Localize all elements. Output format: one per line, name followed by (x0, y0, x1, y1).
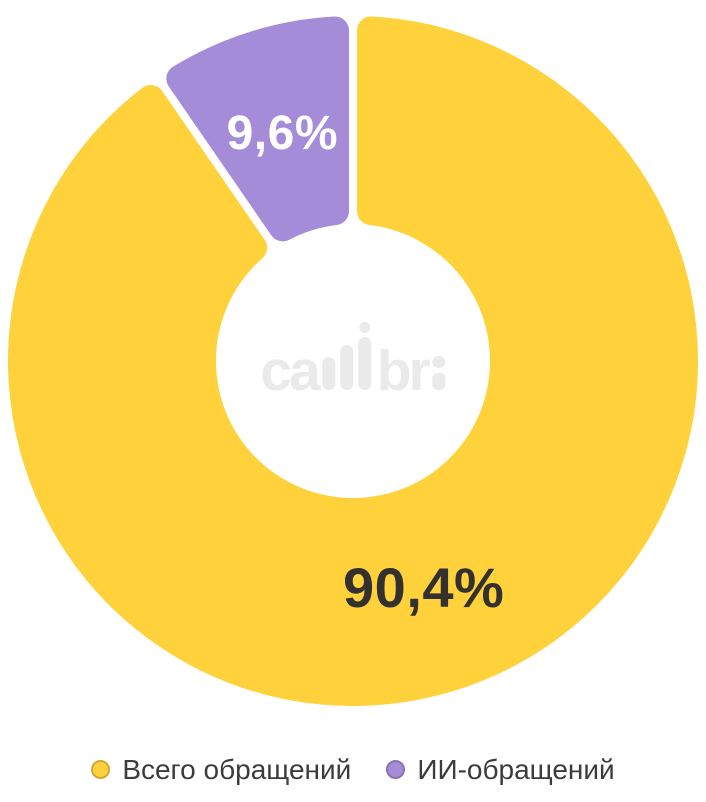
legend-label: ИИ-обращений (417, 754, 615, 785)
logo-colon-dot-icon (432, 356, 446, 368)
pie-slice[interactable] (166, 16, 349, 242)
logo-bar-i-icon (358, 322, 372, 390)
legend-item[interactable]: ИИ-обращений (386, 753, 615, 787)
logo-bar-medium-icon (340, 345, 354, 390)
logo-text-br: br (376, 339, 431, 403)
logo-text-ca: ca (260, 339, 320, 403)
pie-slice[interactable] (7, 16, 698, 706)
legend-item[interactable]: Всего обращений (91, 753, 351, 787)
donut-svg (7, 16, 698, 706)
logo-i-dot-icon (359, 322, 371, 333)
logo-i-colon-icon (432, 356, 446, 390)
logo-bar-short-icon (322, 357, 336, 390)
callibri-watermark: ca br (260, 322, 446, 403)
legend-marker-icon (386, 760, 406, 780)
legend-marker-icon (91, 760, 111, 780)
legend-label: Всего обращений (122, 754, 352, 785)
logo-colon-square-icon (432, 373, 446, 390)
chart-legend: Всего обращений ИИ-обращений (0, 753, 706, 787)
